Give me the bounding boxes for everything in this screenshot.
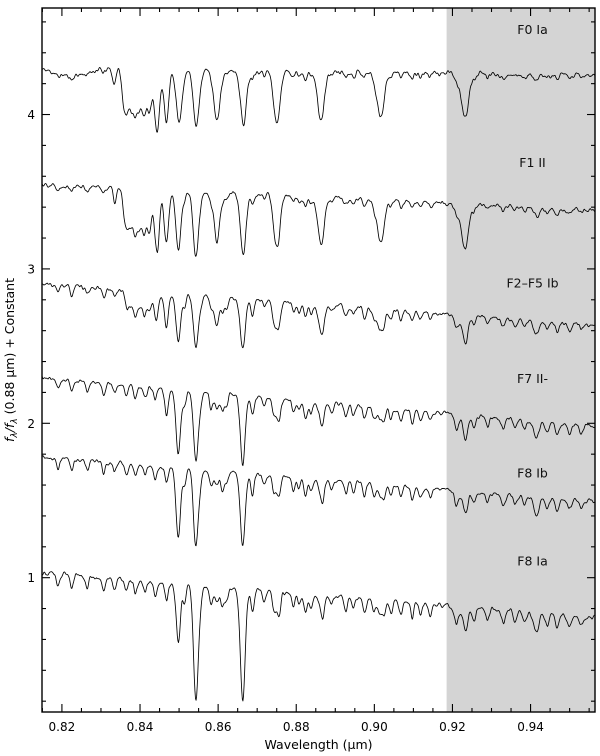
x-tick-label: 0.82 <box>49 720 76 734</box>
x-tick-label: 0.88 <box>283 720 310 734</box>
y-tick-label: 1 <box>27 571 35 585</box>
series-label: F0 Ia <box>517 22 547 37</box>
y-axis-title: fλ/fλ (0.88 μm) + Constant <box>2 278 20 442</box>
series-label: F1 II <box>519 155 546 170</box>
x-tick-label: 0.92 <box>439 720 466 734</box>
x-tick-label: 0.90 <box>361 720 388 734</box>
spectrum-f0-ia <box>42 67 595 133</box>
series-label: F2–F5 Ib <box>506 275 558 290</box>
axes-frame <box>41 7 596 713</box>
spectrum-f2-f5-ib <box>42 282 595 349</box>
y-tick-label: 2 <box>27 417 35 431</box>
y-tick-label: 4 <box>27 108 35 122</box>
spectra-group <box>42 67 595 702</box>
series-label: F8 Ib <box>517 465 548 480</box>
spectrum-f8-ib <box>42 455 595 547</box>
x-tick-label: 0.86 <box>205 720 232 734</box>
x-tick-label: 0.94 <box>517 720 544 734</box>
shaded-wavelength-band <box>446 8 595 712</box>
x-axis-title: Wavelength (μm) <box>264 737 372 752</box>
x-tick-label: 0.84 <box>127 720 154 734</box>
ticks: 0.82 0.84 0.86 0.88 0.90 0.92 0.94 1 2 3 4 <box>27 8 595 734</box>
series-label: F8 Ia <box>517 553 547 568</box>
y-tick-label: 3 <box>27 262 35 276</box>
spectrum-f8-ia <box>42 571 595 702</box>
spectrum-f1-ii <box>42 183 595 257</box>
series-label: F7 II- <box>517 371 548 386</box>
spectrum-f7-ii <box>42 375 595 467</box>
